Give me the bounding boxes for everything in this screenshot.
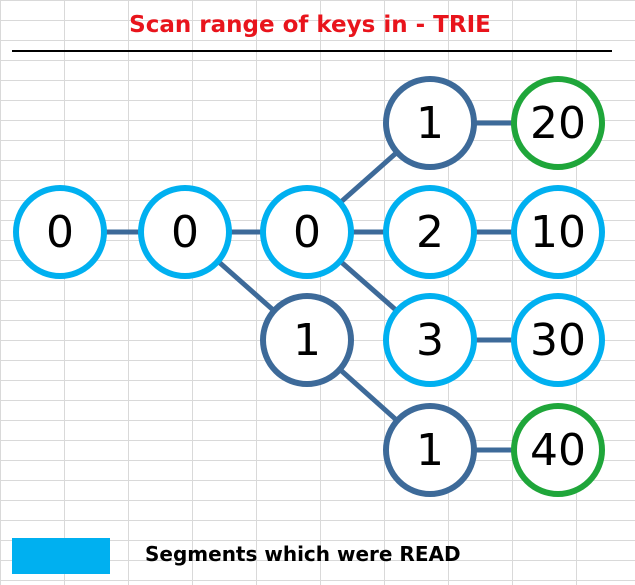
node-circle [383, 403, 477, 497]
node-circle [511, 293, 605, 387]
node-label: 20 [530, 98, 586, 149]
trie-node-l3b: 2 [383, 185, 477, 279]
node-label: 3 [416, 315, 444, 366]
node-circle [383, 76, 477, 170]
node-label: 1 [293, 315, 321, 366]
node-label: 0 [293, 207, 321, 258]
edge-layer [60, 120, 558, 453]
trie-node-v20: 20 [511, 76, 605, 170]
node-label: 40 [530, 425, 586, 476]
trie-node-l1: 0 [138, 185, 232, 279]
trie-node-v40: 40 [511, 403, 605, 497]
node-circle [511, 76, 605, 170]
trie-node-v30: 30 [511, 293, 605, 387]
trie-node-l3c: 3 [383, 293, 477, 387]
node-label: 1 [416, 98, 444, 149]
node-label: 0 [171, 207, 199, 258]
node-circle [13, 185, 107, 279]
node-circle [383, 293, 477, 387]
node-circle [260, 185, 354, 279]
legend-label: Segments which were READ [145, 542, 461, 566]
node-circle [138, 185, 232, 279]
trie-node-v10: 10 [511, 185, 605, 279]
trie-node-l3a: 1 [383, 76, 477, 170]
trie-node-l2b: 1 [260, 293, 354, 387]
node-label: 30 [530, 315, 586, 366]
node-circle [511, 185, 605, 279]
node-label: 1 [416, 425, 444, 476]
trie-node-l2a: 0 [260, 185, 354, 279]
node-layer: 0 0 0 1 1 2 3 1 20 10 30 40 [13, 76, 605, 497]
trie-node-root: 0 [13, 185, 107, 279]
title-divider [12, 50, 612, 52]
diagram-title: Scan range of keys in - TRIE [129, 12, 491, 38]
node-label: 0 [46, 207, 74, 258]
node-circle [260, 293, 354, 387]
node-label: 2 [416, 207, 444, 258]
node-circle [383, 185, 477, 279]
node-circle [511, 403, 605, 497]
node-label: 10 [530, 207, 586, 258]
legend-read-swatch [12, 538, 110, 574]
trie-node-l3d: 1 [383, 403, 477, 497]
